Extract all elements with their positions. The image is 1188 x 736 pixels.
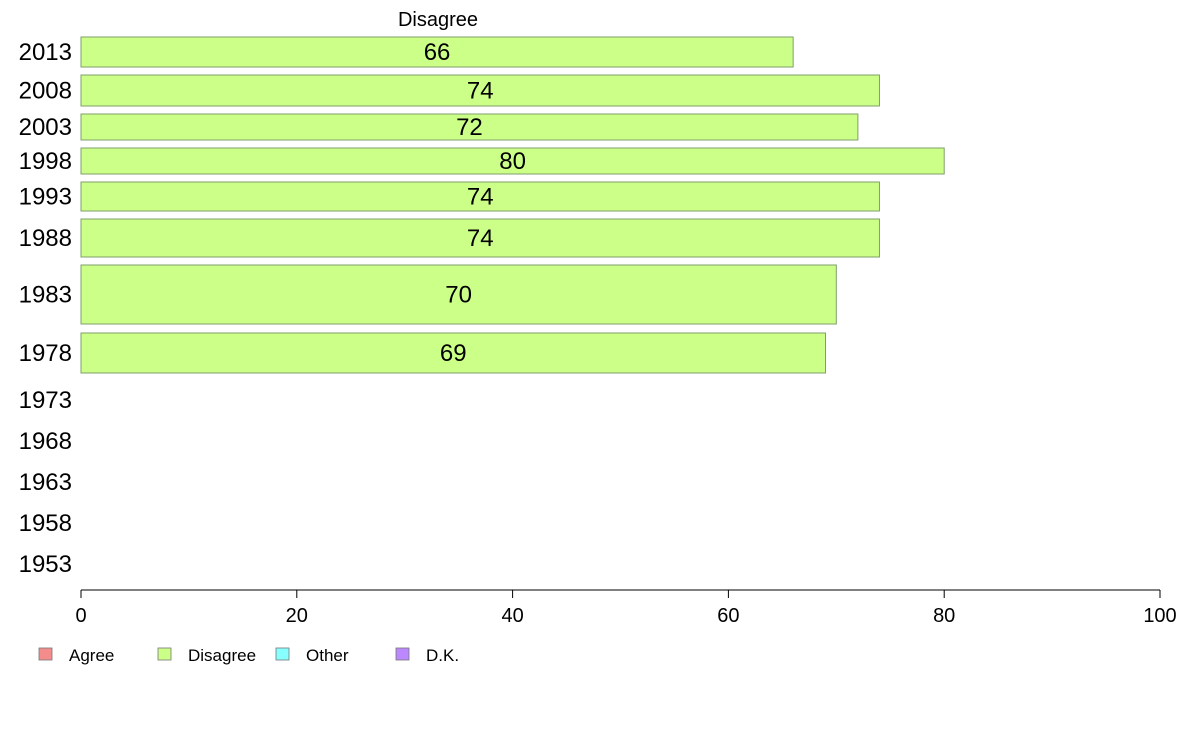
y-tick-label: 2008 bbox=[19, 78, 72, 105]
legend-swatch bbox=[157, 647, 172, 661]
y-tick-label: 1963 bbox=[19, 469, 72, 496]
bar bbox=[80, 181, 880, 212]
data-label: 74 bbox=[467, 225, 494, 252]
bar bbox=[80, 113, 859, 141]
legend-swatch bbox=[38, 647, 53, 661]
y-tick-label: 1958 bbox=[19, 510, 72, 537]
y-axis-labels: 2013 2008 2003 1998 1993 1988 1983 1978 1973 1968… bbox=[19, 39, 72, 578]
bar bbox=[80, 74, 880, 107]
y-tick-label: 1973 bbox=[19, 387, 72, 414]
bar bbox=[80, 264, 837, 325]
legend-label: D.K. bbox=[426, 646, 459, 665]
legend-label: Disagree bbox=[188, 646, 256, 665]
x-axis: 0 20 40 60 80 100 bbox=[75, 589, 1177, 627]
legend-label: Other bbox=[306, 646, 349, 665]
x-tick-label: 0 bbox=[75, 605, 86, 627]
legend: Agree Disagree Other D.K. bbox=[38, 646, 459, 665]
bar bbox=[80, 332, 827, 374]
x-tick-label: 40 bbox=[501, 605, 523, 627]
y-tick-label: 1953 bbox=[19, 551, 72, 578]
y-tick-label: 1968 bbox=[19, 428, 72, 455]
legend-swatch bbox=[395, 647, 410, 661]
y-tick-label: 1983 bbox=[19, 282, 72, 309]
x-tick-label: 80 bbox=[933, 605, 955, 627]
bar bbox=[80, 218, 880, 258]
x-tick-label: 100 bbox=[1143, 605, 1176, 627]
data-label: 74 bbox=[467, 184, 494, 211]
legend-label: Agree bbox=[69, 646, 114, 665]
data-label: 80 bbox=[499, 148, 526, 175]
y-tick-label: 2013 bbox=[19, 39, 72, 66]
panel-title: Disagree bbox=[398, 9, 478, 31]
y-tick-label: 1993 bbox=[19, 184, 72, 211]
x-tick-label: 20 bbox=[286, 605, 308, 627]
y-tick-label: 2003 bbox=[19, 114, 72, 141]
bar bbox=[80, 36, 794, 68]
y-tick-label: 1998 bbox=[19, 148, 72, 175]
x-tick-label: 60 bbox=[717, 605, 739, 627]
y-tick-label: 1978 bbox=[19, 340, 72, 367]
data-label: 72 bbox=[456, 114, 483, 141]
data-label: 74 bbox=[467, 78, 494, 105]
data-label: 69 bbox=[440, 340, 467, 367]
y-tick-label: 1988 bbox=[19, 225, 72, 252]
data-label: 70 bbox=[445, 282, 472, 309]
legend-swatch bbox=[275, 647, 290, 661]
data-label: 66 bbox=[424, 39, 451, 66]
bar bbox=[80, 147, 945, 175]
